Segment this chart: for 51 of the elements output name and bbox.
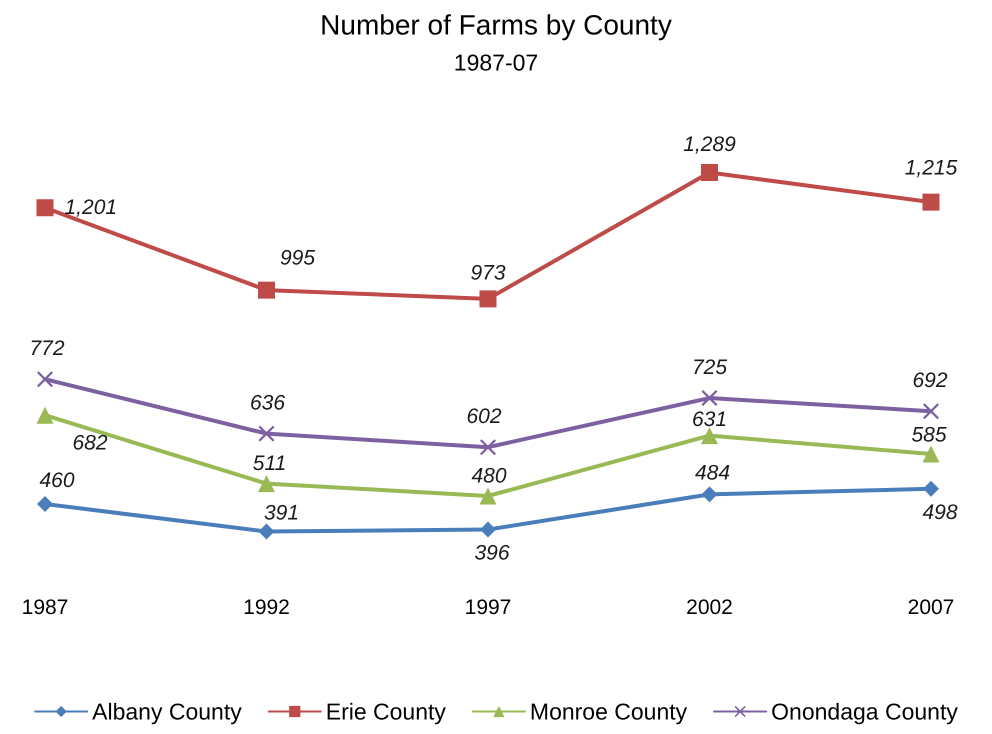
point <box>702 390 718 406</box>
point <box>37 496 53 512</box>
data-label: 391 <box>264 502 300 525</box>
point <box>36 406 54 424</box>
point <box>480 522 496 538</box>
data-label: 511 <box>252 452 286 476</box>
x-tick-label: 1992 <box>243 596 290 619</box>
point <box>923 403 939 420</box>
point <box>258 282 275 299</box>
data-label: 631 <box>692 408 728 432</box>
data-label: 692 <box>912 369 948 392</box>
legend-label: Albany County <box>92 698 242 724</box>
data-label: 484 <box>694 461 730 484</box>
point <box>480 290 496 308</box>
data-label: 772 <box>29 337 65 360</box>
data-label: 682 <box>72 432 108 455</box>
data-label: 602 <box>466 405 502 428</box>
point <box>258 524 274 540</box>
point <box>258 475 275 492</box>
point <box>701 164 718 182</box>
legend-label: Erie County <box>326 698 446 724</box>
chart-title: Number of Farms by County <box>320 10 672 40</box>
data-label: 460 <box>39 468 75 492</box>
x-tick-label: 1997 <box>464 596 512 619</box>
data-label: 1,201 <box>64 196 118 220</box>
point <box>37 371 53 388</box>
data-label: 973 <box>470 261 506 284</box>
data-label: 1,215 <box>904 156 958 180</box>
point <box>922 445 940 462</box>
x-tick-label: 2007 <box>908 596 954 619</box>
point <box>258 426 274 442</box>
point <box>701 427 718 444</box>
data-label: 725 <box>692 356 728 380</box>
data-label: 396 <box>474 542 510 565</box>
data-label: 1,289 <box>683 133 736 156</box>
x-tick-label: 2002 <box>686 596 733 619</box>
data-label: 636 <box>250 392 286 415</box>
data-label: 498 <box>922 500 958 524</box>
x-tick-label: 1987 <box>22 596 68 619</box>
data-label: 480 <box>471 464 507 488</box>
legend-label: Monroe County <box>530 698 688 724</box>
data-label: 585 <box>911 423 947 446</box>
point <box>36 199 54 216</box>
legend-label: Onondaga County <box>771 698 958 724</box>
chart-subtitle: 1987-07 <box>454 50 538 76</box>
point <box>922 194 940 211</box>
point <box>480 487 496 504</box>
point <box>702 486 718 502</box>
point <box>923 480 939 497</box>
point <box>480 439 496 456</box>
data-label: 995 <box>280 246 316 270</box>
